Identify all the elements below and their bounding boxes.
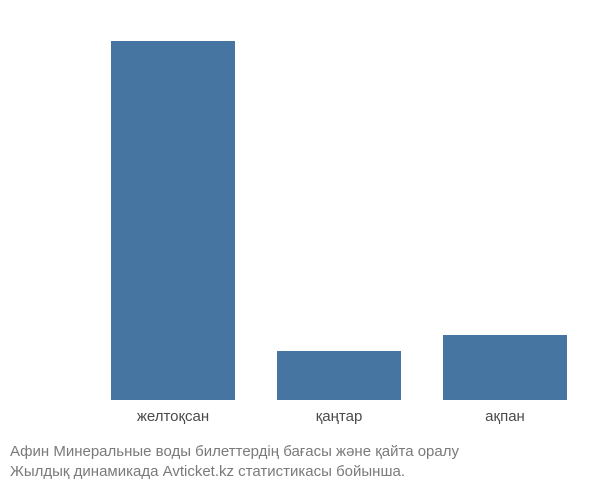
bar: [111, 41, 235, 400]
x-tick-label: желтоқсан: [137, 408, 209, 425]
chart-caption: Афин Минеральные воды билеттердің бағасы…: [10, 442, 459, 483]
caption-line-1: Афин Минеральные воды билеттердің бағасы…: [10, 442, 459, 462]
x-tick-label: ақпан: [485, 408, 525, 425]
bar: [443, 335, 567, 400]
caption-line-2: Жылдық динамикада Avticket.kz статистика…: [10, 462, 459, 482]
x-tick-label: қаңтар: [316, 408, 363, 425]
bars-container: [85, 20, 575, 400]
bar: [277, 351, 401, 400]
